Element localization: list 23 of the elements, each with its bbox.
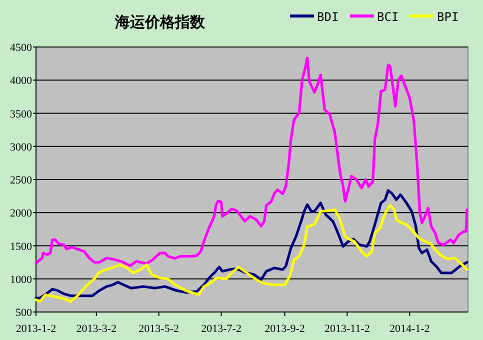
x-tick-label: 2013-1-2 [16,323,56,335]
line-series [34,189,468,300]
y-tick-label: 4500 [10,42,32,54]
y-tick-label: 4000 [10,75,32,88]
y-tick-label: 2000 [10,208,32,220]
y-tick-label: 3000 [10,141,32,154]
x-tick-label: 2013-3-2 [76,323,117,335]
y-tick-label: 3500 [10,108,32,120]
legend-label: BPI [437,10,459,24]
x-tick-label: 2013-11-2 [324,323,370,335]
line-series [34,204,468,303]
line-series [34,56,468,267]
legend-label: BDI [317,10,339,24]
y-tick-label: 500 [16,307,32,319]
x-tick-label: 2013-7-2 [201,323,242,335]
x-tick-label: 2014-1-2 [389,323,430,335]
x-tick-label: 2013-9-2 [264,323,305,335]
y-tick-label: 1000 [10,274,32,286]
y-tick-label: 2500 [10,174,32,186]
x-tick-label: 2013-5-2 [138,323,180,335]
y-tick-label: 1500 [10,240,32,253]
chart-title: 海运价格指数 [114,14,206,31]
legend-label: BCI [377,10,399,24]
